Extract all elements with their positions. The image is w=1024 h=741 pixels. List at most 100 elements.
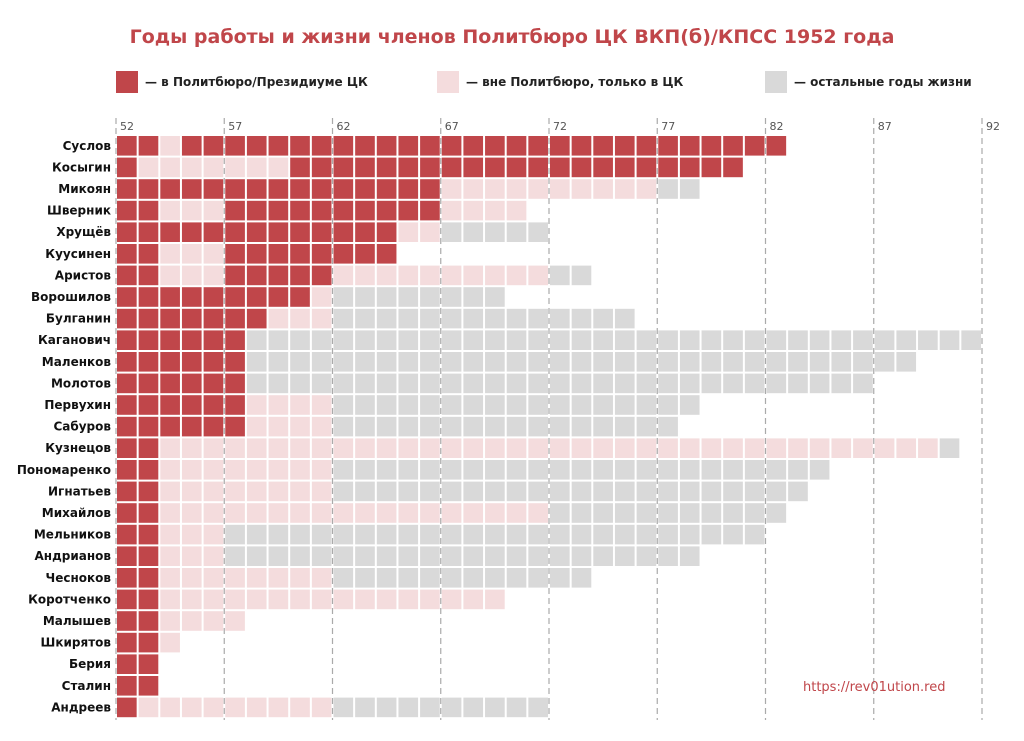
cell-ck-only [376,503,397,523]
cell-ck-only [181,481,202,502]
cell-politburo [246,136,267,156]
cell-other-life [723,460,743,480]
cell-other-life [550,416,570,437]
cell-other-life [355,568,375,588]
cell-other-life [658,524,678,545]
cell-politburo [225,222,245,242]
cell-ck-only [376,589,397,610]
cell-politburo [160,352,180,372]
cell-ck-only [225,438,245,458]
cell-politburo [246,265,267,286]
cell-politburo [117,697,137,718]
cell-ck-only [463,503,484,523]
cell-ck-only [181,611,202,631]
cell-ck-only [593,179,613,199]
cell-politburo [355,157,375,178]
cell-other-life [528,373,548,394]
cell-other-life [550,308,570,329]
cell-politburo [160,222,180,242]
cell-other-life [246,330,267,350]
cell-other-life [246,352,267,372]
cell-other-life [376,287,397,307]
cell-ck-only [896,438,917,458]
cell-politburo [117,308,137,329]
cell-other-life [614,416,635,437]
cell-other-life [355,287,375,307]
row-label: Коротченко [28,592,111,606]
cell-other-life [593,546,613,566]
cell-politburo [225,265,245,286]
cell-ck-only [160,136,180,156]
cell-other-life [831,330,852,350]
cell-politburo [290,222,310,242]
cell-politburo [311,222,332,242]
row-label: Куусинен [45,247,111,261]
cell-other-life [701,503,722,523]
cell-politburo [138,373,159,394]
cell-other-life [290,373,310,394]
row-label: Андреев [51,700,111,714]
cell-ck-only [203,244,224,264]
cell-other-life [376,546,397,566]
cell-politburo [701,157,722,178]
cell-ck-only [485,503,505,523]
cell-politburo [160,416,180,437]
cell-ck-only [268,503,289,523]
cell-politburo [355,179,375,199]
legend-swatch-politburo [116,71,138,93]
cell-other-life [290,352,310,372]
cell-politburo [117,352,137,372]
cell-politburo [138,589,159,610]
cell-politburo [138,395,159,415]
cell-other-life [636,481,657,502]
cell-ck-only [398,589,419,610]
legend-ck-only: — вне Политбюро, только в ЦК [437,71,683,93]
cell-other-life [528,697,548,718]
cell-other-life [658,416,678,437]
cell-ck-only [571,179,592,199]
cell-other-life [831,373,852,394]
cell-politburo [333,244,354,264]
cell-other-life [636,352,657,372]
row-label: Михайлов [42,506,112,520]
cell-politburo [225,136,245,156]
cell-other-life [528,524,548,545]
cell-other-life [246,546,267,566]
cell-politburo [398,200,419,221]
cell-ck-only [506,179,527,199]
cell-ck-only [225,568,245,588]
cell-other-life [939,330,960,350]
cell-other-life [701,524,722,545]
cell-other-life [506,222,527,242]
cell-other-life [463,524,484,545]
cell-politburo [723,157,743,178]
cell-politburo [311,179,332,199]
cell-other-life [550,460,570,480]
cell-other-life [376,568,397,588]
cell-politburo [160,308,180,329]
cell-other-life [593,524,613,545]
row-label: Маленков [42,355,112,369]
cell-politburo [658,136,678,156]
cell-politburo [117,395,137,415]
cell-other-life [463,460,484,480]
cell-politburo [528,157,548,178]
cell-other-life [376,330,397,350]
cell-politburo [138,330,159,350]
source-url[interactable]: https://rev01ution.red [803,680,946,695]
cell-other-life [506,460,527,480]
cell-ck-only [311,395,332,415]
cell-ck-only [614,179,635,199]
cell-other-life [571,524,592,545]
row-label: Берия [69,657,111,671]
cell-other-life [636,460,657,480]
cell-other-life [809,373,830,394]
cell-ck-only [268,589,289,610]
cell-politburo [203,136,224,156]
cell-politburo [290,244,310,264]
cell-politburo [463,157,484,178]
cell-other-life [614,395,635,415]
legend-label-ck-only: — вне Политбюро, только в ЦК [466,75,684,89]
cell-politburo [117,654,137,674]
cell-politburo [181,330,202,350]
